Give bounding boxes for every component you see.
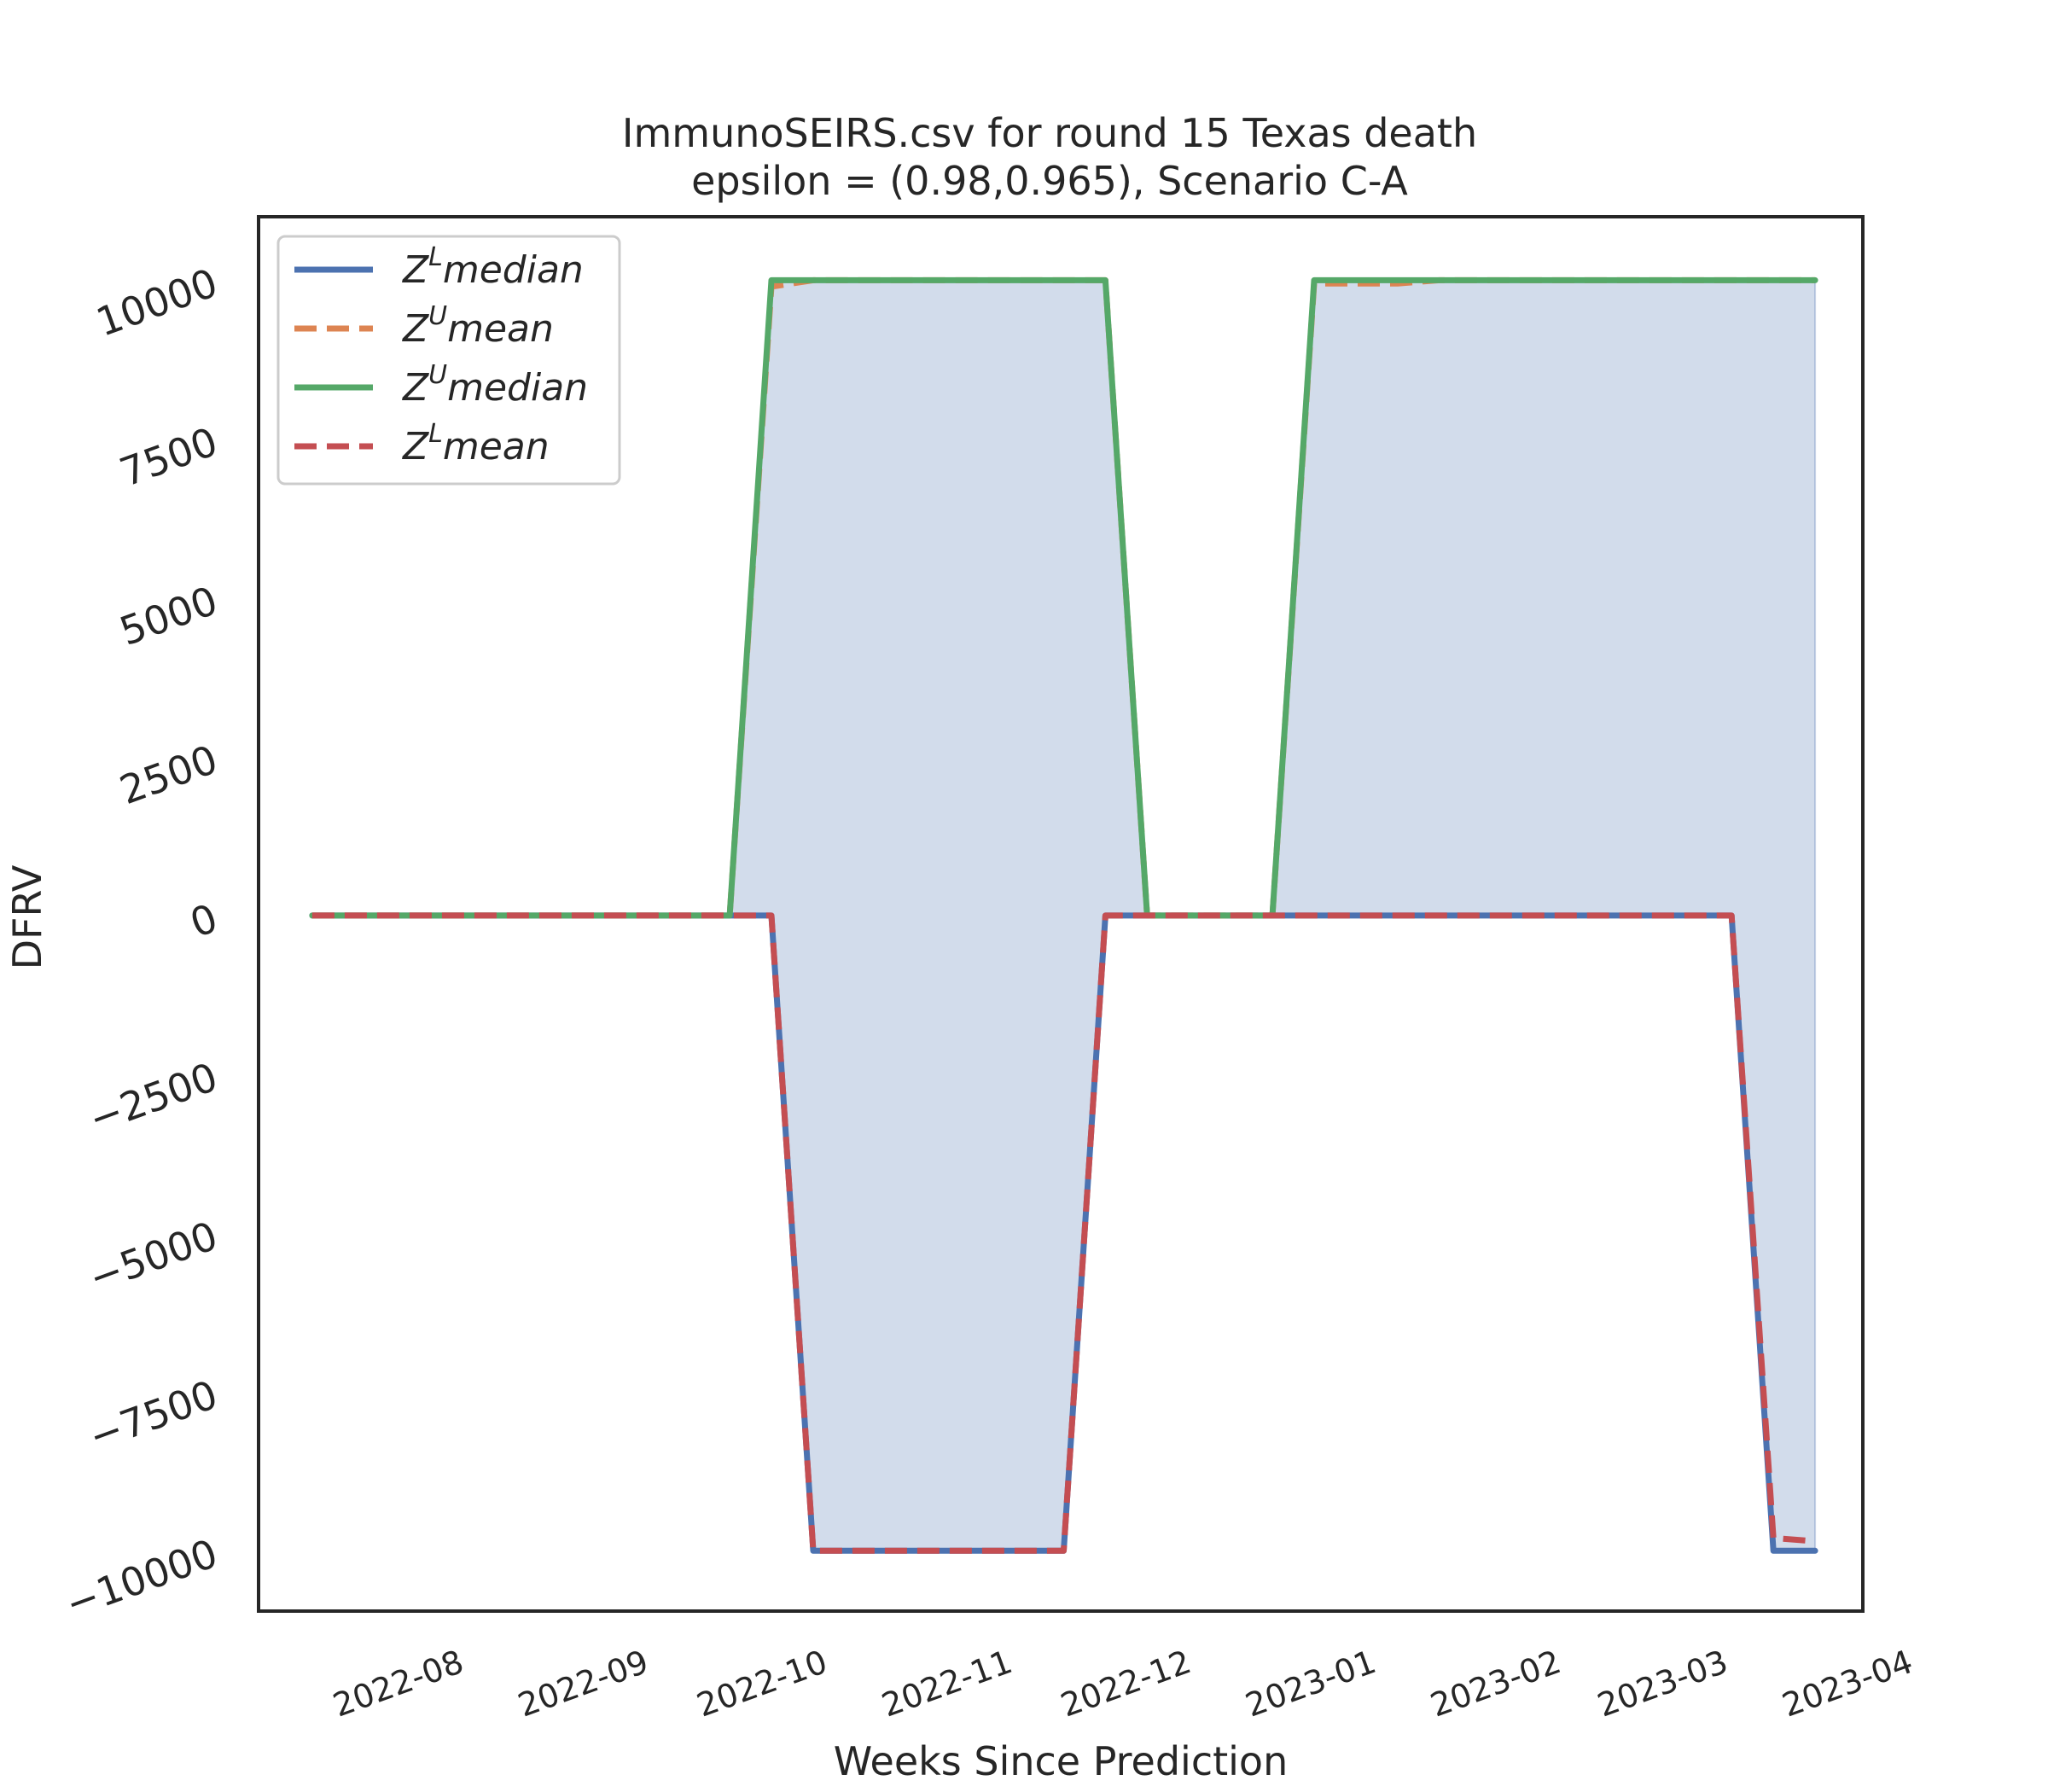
y-tick-label: −5000	[83, 1213, 224, 1301]
x-tick-label: 2022-12	[1056, 1643, 1196, 1725]
x-tick-label: 2023-02	[1426, 1643, 1566, 1725]
y-tick-label: 0	[184, 894, 224, 946]
x-tick-label: 2023-01	[1241, 1643, 1381, 1725]
series-line-3	[309, 276, 1818, 919]
chart-title-line-1: ImmunoSEIRS.csv for round 15 Texas death	[622, 110, 1477, 156]
legend-box	[276, 235, 621, 486]
y-tick-label: 5000	[113, 577, 223, 655]
legend-label-4: ZLmean	[402, 419, 550, 468]
legend-label-2: ZUmean	[402, 301, 554, 351]
legend-label-1: ZLmedian	[402, 242, 584, 292]
y-tick-labels: −10000 −7500 −5000 −2500 0 2500 5000 7500 10000	[60, 259, 224, 1627]
x-axis-label: Weeks Since Prediction	[834, 1738, 1288, 1784]
y-tick-label: −7500	[83, 1371, 224, 1460]
x-tick-label: 2023-04	[1777, 1643, 1917, 1725]
legend-label-3: ZUmedian	[402, 360, 588, 410]
x-tick-label: 2022-09	[513, 1643, 653, 1725]
y-axis-label: DFRV	[4, 864, 50, 969]
y-tick-label: 7500	[113, 418, 223, 496]
series-layer	[309, 276, 1818, 1554]
y-tick-label: −10000	[60, 1530, 224, 1627]
x-tick-label: 2022-10	[692, 1643, 832, 1725]
y-tick-label: −2500	[83, 1054, 224, 1143]
chart-title-line-2: epsilon = (0.98,0.965), Scenario C-A	[691, 158, 1408, 204]
y-tick-label: 10000	[90, 259, 224, 346]
x-tick-label: 2022-08	[329, 1643, 468, 1725]
plot-area-frame	[257, 215, 1865, 1613]
y-tick-label: 2500	[113, 736, 223, 813]
legend: ZLmedian ZUmean ZUmedian ZLmean	[276, 235, 621, 486]
x-tick-label: 2023-03	[1592, 1643, 1732, 1725]
series-line-4	[311, 912, 1816, 1554]
x-tick-labels: 2022-08 2022-09 2022-10 2022-11 2022-12 2023-…	[329, 1643, 1918, 1725]
x-tick-label: 2022-11	[877, 1643, 1017, 1725]
